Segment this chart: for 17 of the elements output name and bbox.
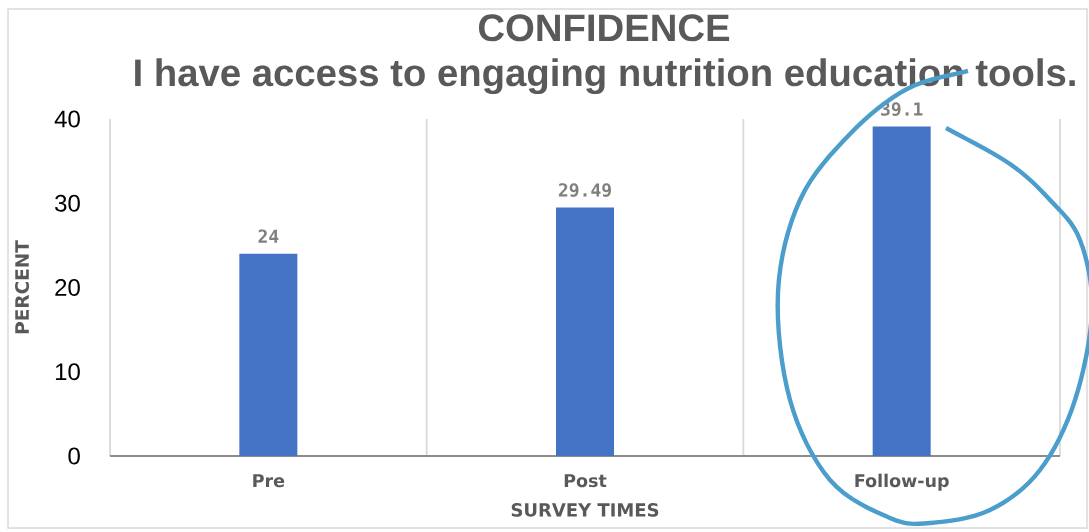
y-tick-label: 0 [68, 447, 80, 465]
data-label: 24 [258, 229, 279, 243]
bar [556, 207, 614, 456]
bar [872, 126, 931, 456]
bar [239, 253, 298, 456]
y-axis-title: PERCENT [15, 240, 30, 334]
x-tick-label: Post [564, 474, 607, 488]
y-tick-label: 30 [55, 194, 80, 212]
y-tick-label: 20 [55, 279, 80, 296]
y-tick-label: 40 [54, 110, 80, 128]
chart-subtitle: I have access to engaging nutrition education tools. [135, 58, 1075, 95]
x-tick-label: Follow-up [855, 473, 949, 491]
data-label: 29.49 [558, 183, 611, 197]
y-tick-label: 10 [55, 363, 80, 381]
x-axis-title: SURVEY TIMES [511, 503, 659, 517]
x-tick-label: Pre [253, 474, 285, 488]
chart-title: CONFIDENCE [478, 14, 730, 42]
